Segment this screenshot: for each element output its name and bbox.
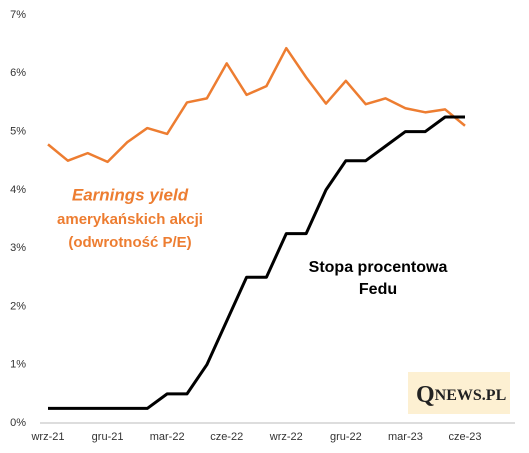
- x-tick-label: gru-21: [92, 431, 124, 443]
- x-tick-label: mar-22: [150, 431, 185, 443]
- x-tick-label: mar-23: [388, 431, 423, 443]
- x-tick-label: wrz-22: [269, 431, 303, 443]
- annotation: Earnings yield: [72, 185, 189, 204]
- logo: QNEWS.PL: [416, 382, 506, 408]
- annotation: (odwrotność P/E): [68, 234, 191, 251]
- y-tick-label: 6%: [10, 67, 26, 79]
- y-tick-label: 5%: [10, 125, 26, 137]
- y-tick-label: 7%: [10, 9, 26, 21]
- annotation: Fedu: [359, 281, 397, 298]
- y-tick-label: 0%: [10, 417, 26, 429]
- logo-initial: Q: [416, 382, 435, 408]
- series-line: [48, 115, 465, 410]
- y-tick-label: 2%: [10, 300, 26, 312]
- y-tick-label: 1%: [10, 359, 26, 371]
- x-tick-label: gru-22: [330, 431, 362, 443]
- x-tick-label: cze-22: [210, 431, 243, 443]
- logo-box: [408, 372, 510, 414]
- y-tick-label: 3%: [10, 242, 26, 254]
- x-tick-label: wrz-21: [30, 431, 64, 443]
- annotation: Stopa procentowa: [309, 259, 448, 276]
- series-line: [47, 46, 466, 164]
- x-tick-label: cze-23: [448, 431, 481, 443]
- y-tick-label: 4%: [10, 184, 26, 196]
- annotation: amerykańskich akcji: [57, 211, 203, 228]
- logo-rest: NEWS.PL: [435, 387, 507, 404]
